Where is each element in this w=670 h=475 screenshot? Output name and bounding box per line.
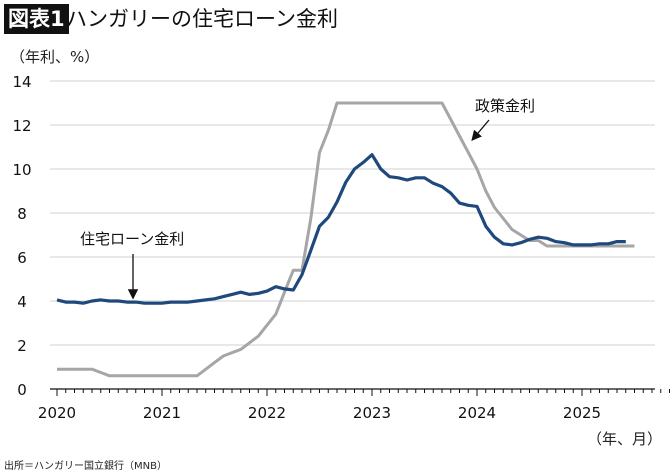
chart-title: ハンガリーの住宅ローン金利 — [66, 7, 338, 31]
policy-rate-line — [57, 101, 635, 378]
x-axis-unit: （年、月） — [586, 430, 662, 448]
y-tick-label: 12 — [12, 117, 31, 135]
y-tick-label: 6 — [17, 249, 27, 267]
x-tick-label: 2024 — [458, 404, 496, 422]
x-tick-label: 2023 — [353, 404, 391, 422]
y-tick-label: 8 — [17, 205, 27, 223]
x-tick-label: 2020 — [38, 404, 76, 422]
source-note: 出所＝ハンガリー国立銀行（MNB） — [4, 461, 167, 472]
policy-rate-arrow — [471, 119, 490, 141]
y-tick-label: 14 — [12, 73, 31, 91]
y-axis-unit: （年利、%） — [10, 48, 100, 66]
y-tick-label: 4 — [17, 293, 27, 311]
x-tick-label: 2022 — [248, 404, 286, 422]
x-tick-label: 2021 — [143, 404, 181, 422]
mortgage-rate-label: 住宅ローン金利 — [80, 230, 184, 248]
mortgage-rate-line — [56, 153, 626, 305]
y-tick-label: 2 — [17, 337, 27, 355]
policy-rate-label: 政策金利 — [475, 97, 535, 115]
y-tick-label: 10 — [12, 161, 31, 179]
x-tick-label: 2025 — [563, 404, 601, 422]
y-tick-label: 0 — [17, 381, 27, 399]
figure-badge: 図表1 — [4, 4, 69, 34]
